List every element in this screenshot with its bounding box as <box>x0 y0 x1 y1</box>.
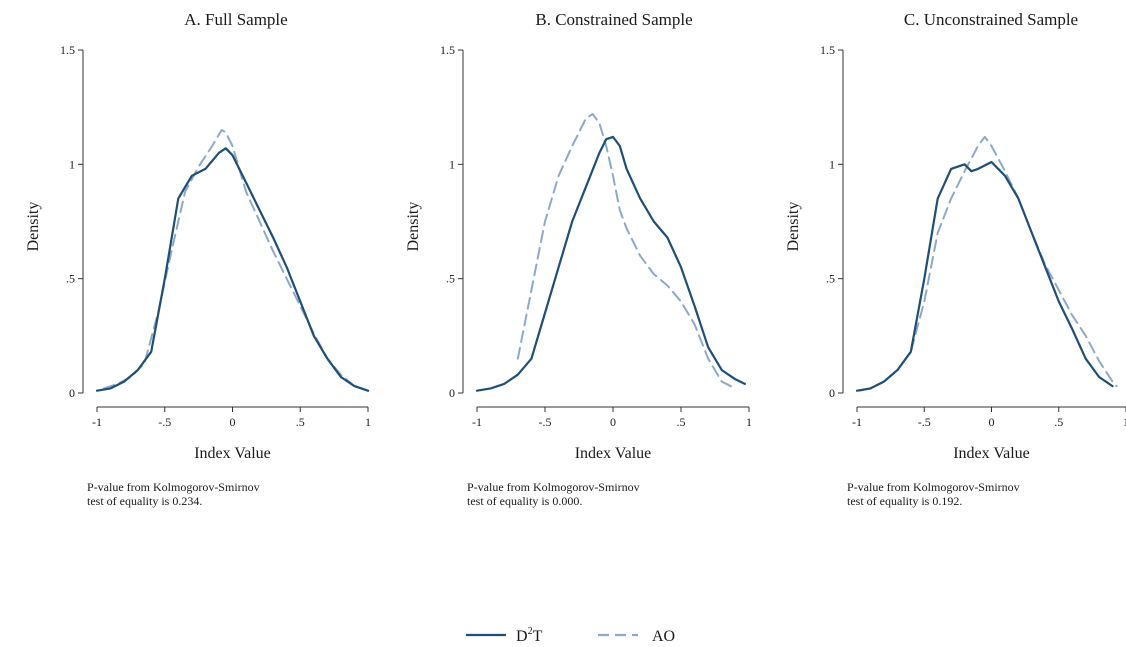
legend-label-main: D <box>516 628 528 645</box>
x-tick-label: 1 <box>1123 415 1126 429</box>
x-tick-label: .5 <box>296 415 305 429</box>
x-tick-label: -1 <box>92 415 102 429</box>
y-tick-label: 1 <box>449 157 455 171</box>
y-axis-title: Density <box>405 202 422 252</box>
chart-panel-1: A. Full Sample 0 .5 1 1.5 Density -1 -.5 0 .5 1 Ind… <box>25 10 371 508</box>
y-tick-label: 1.5 <box>440 43 455 57</box>
x-tick-label: 0 <box>989 415 995 429</box>
x-tick-label: -.5 <box>539 415 552 429</box>
series-line-ao <box>102 129 369 392</box>
y-tick-label: .5 <box>826 272 835 286</box>
y-tick-label: 1 <box>829 157 835 171</box>
x-tick-label: -1 <box>472 415 482 429</box>
legend-label-main: AO <box>652 628 675 645</box>
series-line-d2t <box>95 147 370 392</box>
x-tick-label: 0 <box>230 415 236 429</box>
series-line-d2t <box>475 135 746 392</box>
chart-panel-3: C. Unconstrained Sample0.511.5Density-1-… <box>785 10 1126 508</box>
y-tick-label: 1 <box>69 157 75 171</box>
ks-test-note: test of equality is 0.192. <box>847 494 962 508</box>
y-tick-label: 1.5 <box>820 43 835 57</box>
series-line-d2t <box>855 160 1114 392</box>
y-tick-label: .5 <box>66 272 75 286</box>
x-axis-title: Index Value <box>575 445 652 462</box>
x-tick-label: .5 <box>1054 415 1063 429</box>
y-tick-label: 0 <box>829 386 835 400</box>
legend-label: AO <box>652 628 675 645</box>
y-axis-title: Density <box>25 202 42 252</box>
x-tick-label: 0 <box>610 415 616 429</box>
series-line-ao <box>516 113 737 390</box>
series-line-ao <box>858 135 1118 392</box>
legend-label-superscript: 2 <box>528 626 533 637</box>
x-tick-label: -.5 <box>918 415 931 429</box>
legend-label: D2T <box>516 626 543 645</box>
x-tick-label: 1 <box>746 415 752 429</box>
x-axis-title: Index Value <box>194 445 271 462</box>
x-tick-label: -1 <box>852 415 862 429</box>
legend-label-tail: T <box>533 628 543 645</box>
y-tick-label: .5 <box>446 272 455 286</box>
x-tick-label: 1 <box>365 415 371 429</box>
y-tick-label: 0 <box>69 386 75 400</box>
legend-item-1: D2T <box>466 626 543 645</box>
ks-test-note: P-value from Kolmogorov-Smirnov <box>87 480 260 494</box>
y-axis-title: Density <box>785 202 802 252</box>
ks-test-note: P-value from Kolmogorov-Smirnov <box>467 480 640 494</box>
y-tick-label: 0 <box>449 386 455 400</box>
panel-title: B. Constrained Sample <box>535 10 692 29</box>
ks-test-note: P-value from Kolmogorov-Smirnov <box>847 480 1020 494</box>
x-tick-label: .5 <box>677 415 686 429</box>
ks-test-note: test of equality is 0.234. <box>87 494 202 508</box>
legend: D2T AO <box>466 626 675 645</box>
ks-test-note: test of equality is 0.000. <box>467 494 582 508</box>
panel-title: A. Full Sample <box>184 10 287 29</box>
legend-item-2: AO <box>598 628 675 645</box>
y-tick-label: 1.5 <box>60 43 75 57</box>
panel-title: C. Unconstrained Sample <box>904 10 1078 29</box>
x-tick-label: -.5 <box>158 415 171 429</box>
x-axis-title: Index Value <box>953 445 1030 462</box>
